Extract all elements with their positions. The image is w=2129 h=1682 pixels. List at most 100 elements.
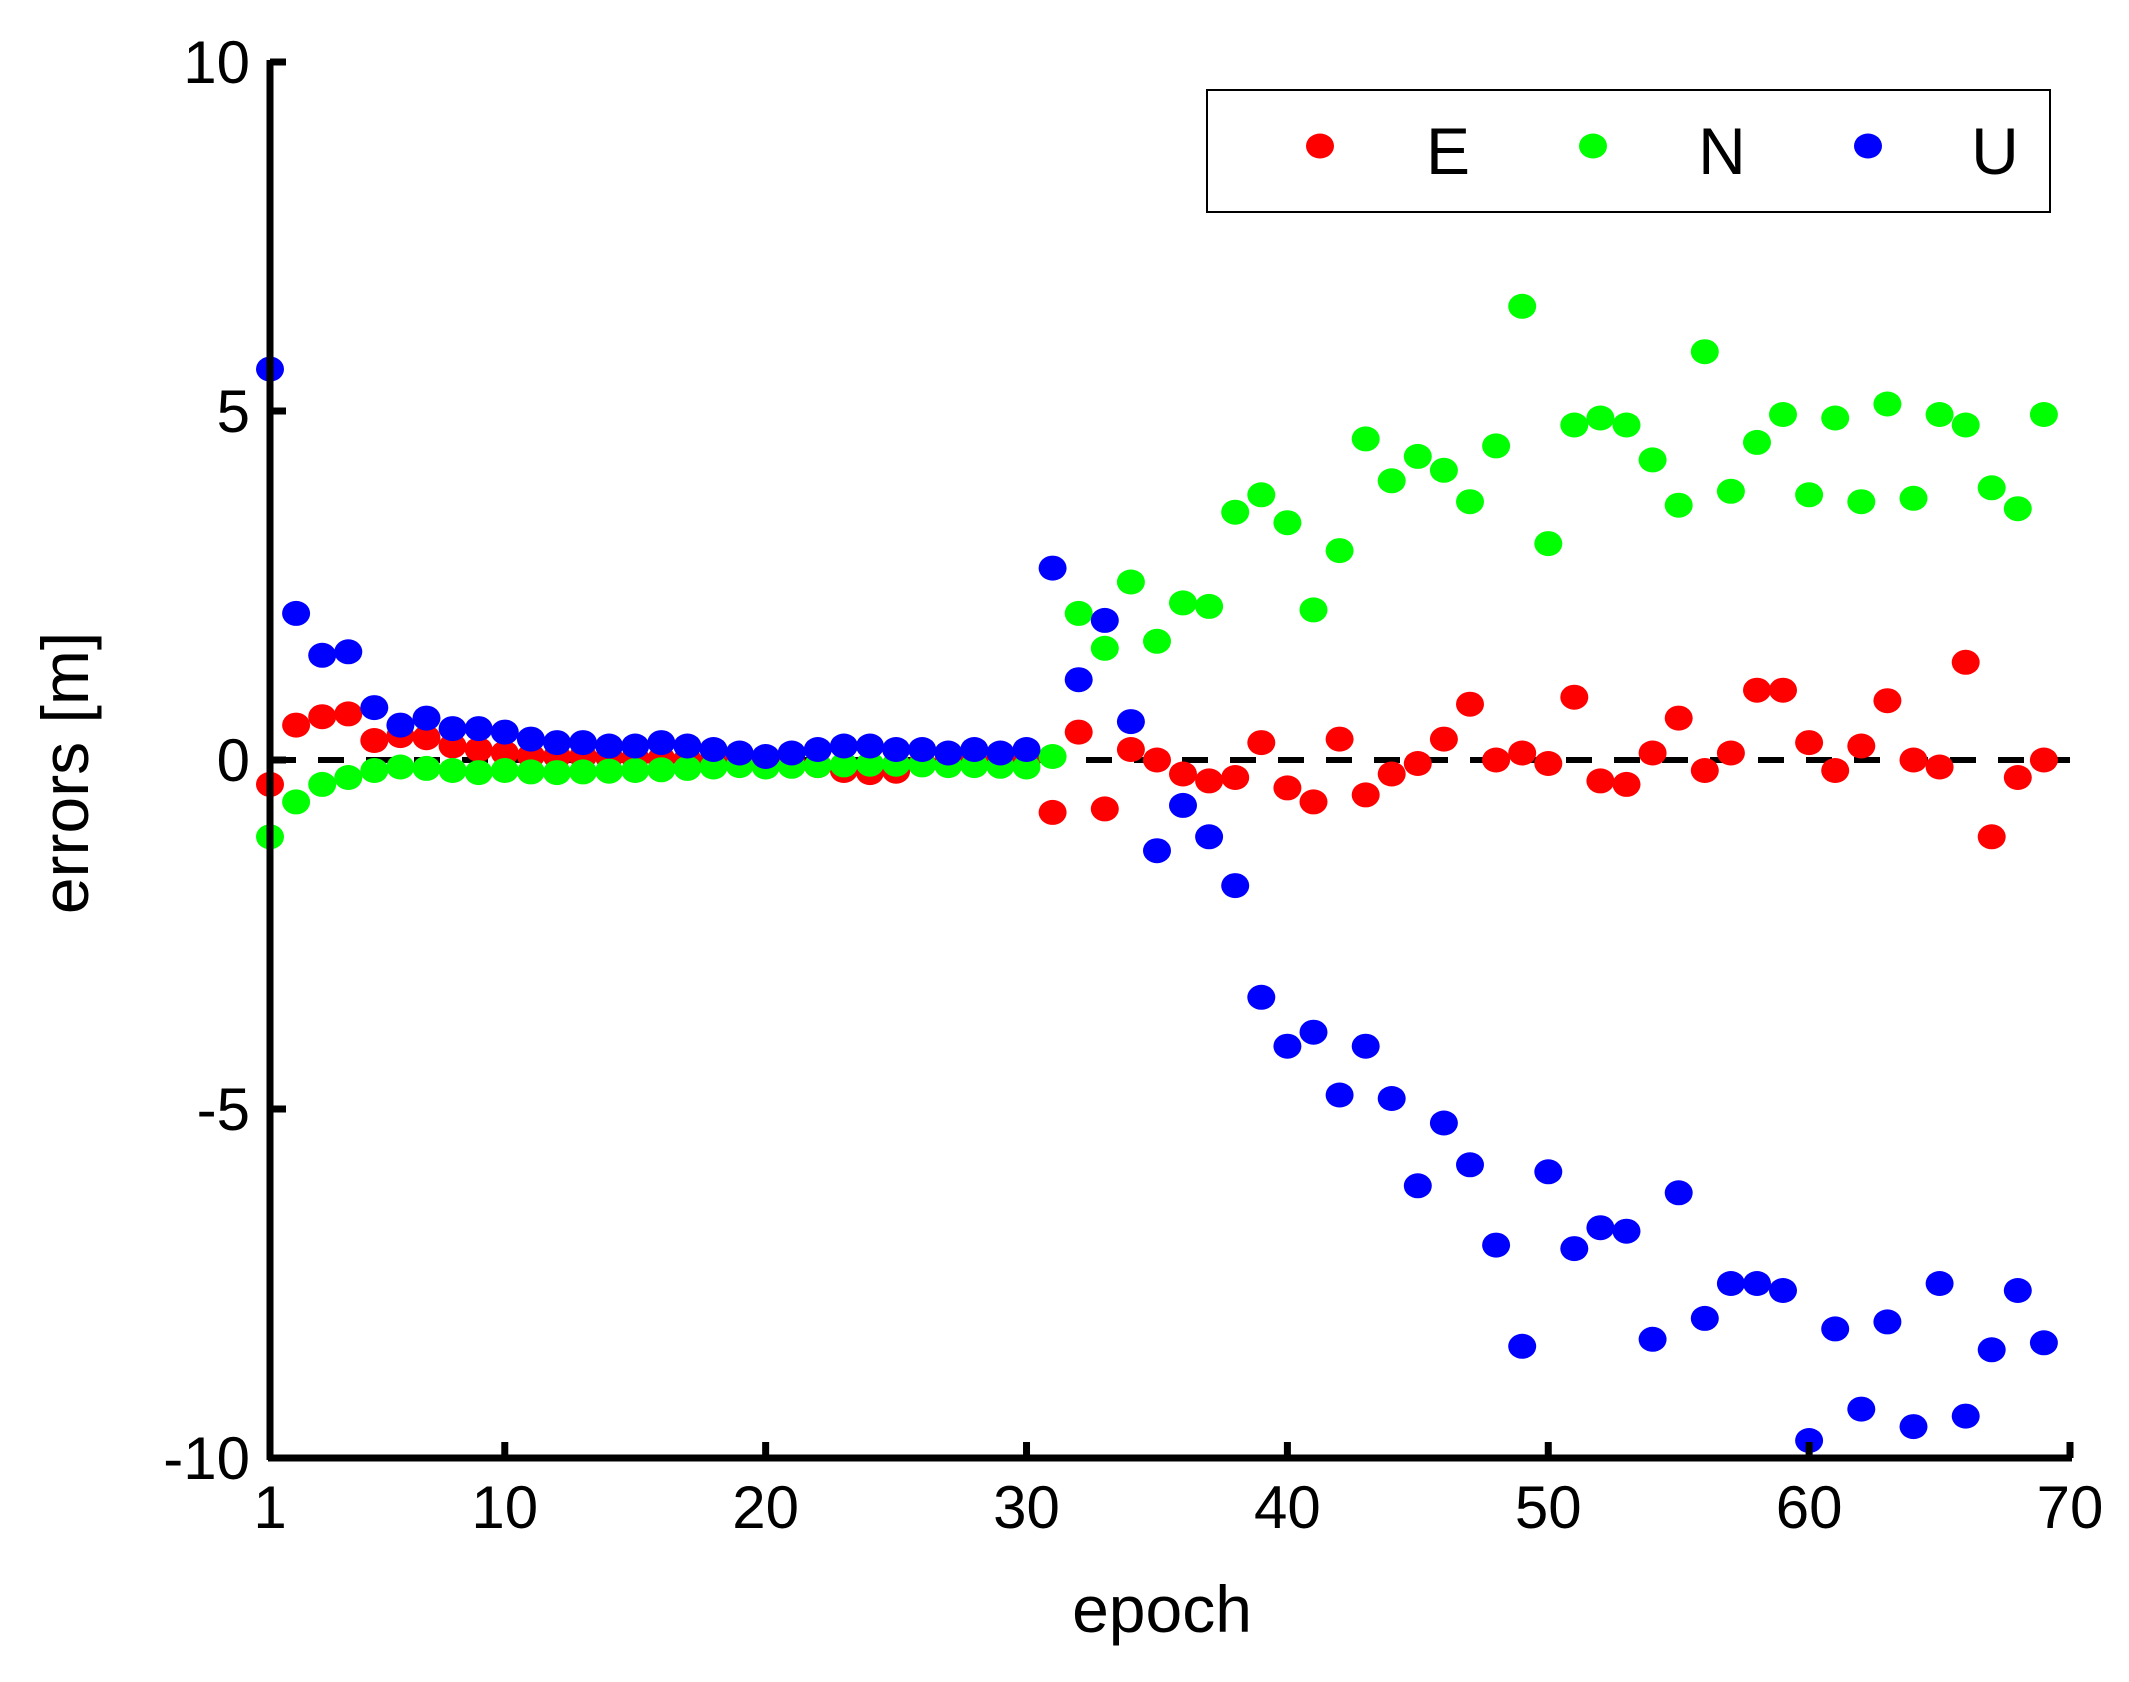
point-E-38 — [1221, 765, 1250, 790]
point-N-23 — [829, 752, 858, 778]
point-U-38 — [1221, 873, 1250, 899]
point-N-46 — [1429, 457, 1458, 483]
point-U-2 — [282, 600, 311, 626]
point-U-33 — [1090, 607, 1119, 633]
point-N-38 — [1221, 499, 1250, 525]
x-tick-label-60: 60 — [1776, 1474, 1843, 1541]
point-N-69 — [2029, 402, 2058, 427]
point-E-60 — [1795, 730, 1824, 756]
point-U-21 — [777, 740, 806, 766]
point-E-33 — [1090, 796, 1119, 822]
point-U-20 — [751, 744, 780, 769]
point-N-65 — [1925, 402, 1954, 427]
point-U-47 — [1456, 1152, 1484, 1178]
x-tick-label-50: 50 — [1515, 1474, 1582, 1541]
point-N-42 — [1325, 538, 1354, 564]
point-E-53 — [1612, 771, 1641, 797]
legend-entry-U: U — [1854, 114, 2019, 188]
point-N-12 — [543, 760, 571, 786]
point-U-19 — [725, 740, 754, 766]
x-axis-label: epoch — [1072, 1572, 1252, 1646]
point-U-16 — [647, 730, 676, 756]
point-U-61 — [1821, 1316, 1850, 1342]
point-N-31 — [1038, 744, 1067, 769]
point-E-4 — [334, 701, 363, 727]
point-N-24 — [856, 751, 884, 777]
point-N-35 — [1143, 628, 1171, 654]
point-N-44 — [1377, 468, 1406, 494]
point-N-34 — [1116, 569, 1145, 595]
point-E-54 — [1638, 740, 1667, 766]
point-U-42 — [1325, 1082, 1354, 1108]
point-N-40 — [1273, 510, 1302, 536]
point-E-10 — [490, 740, 519, 766]
point-E-8 — [438, 733, 467, 759]
point-U-69 — [2029, 1330, 2058, 1356]
legend-entry-N: N — [1579, 114, 1746, 188]
point-N-47 — [1456, 489, 1484, 515]
point-E-52 — [1586, 768, 1615, 794]
point-N-17 — [673, 755, 702, 781]
point-U-25 — [882, 737, 911, 762]
point-E-59 — [1769, 677, 1797, 703]
point-N-57 — [1716, 478, 1745, 504]
point-E-36 — [1169, 761, 1197, 787]
point-U-9 — [464, 716, 493, 742]
point-N-67 — [1977, 475, 2006, 501]
point-N-66 — [1951, 412, 1980, 438]
point-U-27 — [934, 740, 963, 766]
point-N-62 — [1847, 489, 1876, 515]
point-E-68 — [2003, 765, 2032, 790]
point-E-63 — [1873, 688, 1902, 714]
point-U-29 — [986, 740, 1015, 766]
x-tick-label-20: 20 — [732, 1474, 799, 1541]
point-U-50 — [1534, 1159, 1563, 1185]
point-U-55 — [1664, 1180, 1693, 1206]
point-E-40 — [1273, 775, 1302, 801]
point-N-37 — [1195, 593, 1224, 619]
point-E-41 — [1299, 789, 1328, 815]
point-N-18 — [699, 754, 728, 780]
point-U-58 — [1743, 1271, 1771, 1296]
point-U-52 — [1586, 1215, 1615, 1241]
series-N — [256, 293, 2058, 850]
point-U-37 — [1195, 824, 1224, 850]
point-U-53 — [1612, 1218, 1641, 1244]
legend-label-N: N — [1698, 114, 1746, 188]
point-E-50 — [1534, 751, 1563, 776]
point-N-8 — [438, 758, 467, 783]
point-E-48 — [1482, 747, 1511, 773]
point-U-67 — [1977, 1337, 2006, 1363]
point-E-67 — [1977, 824, 2006, 850]
y-tick-label--10: -10 — [163, 1425, 250, 1492]
point-U-44 — [1377, 1086, 1406, 1111]
point-U-60 — [1795, 1428, 1824, 1453]
point-U-54 — [1638, 1326, 1667, 1352]
point-U-32 — [1064, 667, 1093, 693]
point-U-46 — [1429, 1110, 1458, 1136]
point-U-15 — [621, 733, 650, 759]
point-E-3 — [308, 704, 337, 730]
point-N-55 — [1664, 492, 1693, 518]
point-N-6 — [386, 754, 415, 780]
point-N-43 — [1351, 426, 1380, 452]
point-N-4 — [334, 765, 363, 790]
point-U-24 — [856, 733, 884, 759]
point-N-13 — [569, 759, 597, 785]
point-U-64 — [1899, 1414, 1928, 1440]
point-U-49 — [1508, 1333, 1537, 1359]
point-E-62 — [1847, 733, 1876, 759]
point-E-42 — [1325, 726, 1354, 752]
legend-label-E: E — [1426, 114, 1470, 188]
point-E-45 — [1403, 751, 1432, 776]
point-N-48 — [1482, 433, 1511, 459]
point-E-55 — [1664, 705, 1693, 731]
point-U-65 — [1925, 1271, 1954, 1296]
point-N-63 — [1873, 391, 1902, 417]
point-U-41 — [1299, 1019, 1328, 1045]
point-U-31 — [1038, 555, 1067, 581]
point-N-64 — [1899, 485, 1928, 511]
point-N-5 — [360, 758, 389, 783]
